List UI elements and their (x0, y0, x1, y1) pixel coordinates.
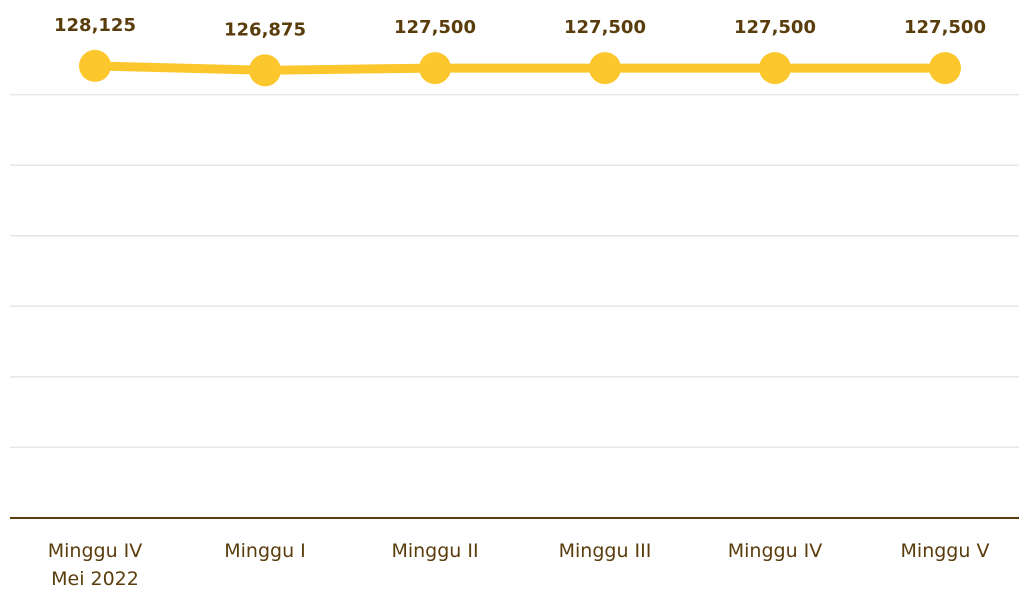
point (79, 49, 111, 82)
point (419, 52, 451, 85)
point (929, 52, 961, 85)
data-label: 127,500 (394, 17, 476, 38)
x-tick-label: Minggu III (558, 540, 652, 562)
point (759, 52, 791, 85)
point (589, 52, 621, 85)
data-label: 126,875 (224, 19, 306, 40)
point (249, 54, 281, 87)
x-tick-label: Minggu V (900, 540, 990, 562)
data-label: 127,500 (904, 17, 986, 38)
x-tick-label: Minggu IV (727, 540, 823, 562)
data-label: 127,500 (564, 17, 646, 38)
x-tick-label: Minggu II (391, 540, 479, 562)
data-label: 128,125 (54, 15, 136, 36)
x-tick-label: Minggu I (224, 540, 306, 562)
x-tick-label: Minggu IV Mei 2022 (47, 540, 143, 590)
line (94, 61, 945, 75)
data-label: 127,500 (734, 17, 816, 38)
